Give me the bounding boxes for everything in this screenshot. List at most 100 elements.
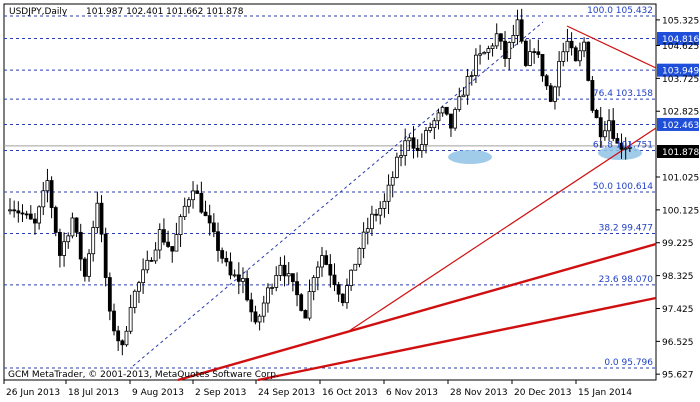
y-tick-label: 104.625 <box>662 42 699 52</box>
level-label: 104.816 <box>662 35 699 45</box>
candle <box>353 263 358 271</box>
candle <box>286 262 291 285</box>
candle <box>162 218 166 246</box>
candle <box>482 51 487 55</box>
candle <box>336 281 341 302</box>
candle <box>211 213 216 238</box>
candle <box>166 230 170 248</box>
level-box <box>657 32 699 46</box>
candle <box>540 54 545 82</box>
level-box <box>657 117 699 131</box>
resistance-trend-line <box>566 25 657 69</box>
candle <box>49 176 54 219</box>
candle <box>232 269 237 278</box>
candle <box>137 280 141 304</box>
candle <box>349 269 354 291</box>
candle <box>78 223 83 271</box>
candle <box>207 204 212 236</box>
candle <box>507 41 512 71</box>
candle <box>107 272 112 321</box>
x-tick-label: 28 Nov 2013 <box>450 388 508 398</box>
x-tick-label: 2 Sep 2013 <box>195 388 246 398</box>
fib-labels: 100.0 105.432 76.4 103.158 61.8 101.751 50.… <box>587 6 653 368</box>
candle <box>311 274 316 301</box>
candle <box>16 201 21 223</box>
fib-label: 38.2 99.477 <box>599 224 653 234</box>
candle <box>523 39 528 68</box>
candle <box>53 205 58 237</box>
trend-lines <box>132 21 657 382</box>
candle <box>12 200 17 218</box>
candle <box>153 242 158 264</box>
candles <box>8 8 632 356</box>
x-tick-label: 24 Sep 2013 <box>258 388 315 398</box>
candle <box>62 232 66 267</box>
candle <box>569 32 574 56</box>
candle <box>170 246 175 263</box>
candle <box>99 195 104 243</box>
candle <box>394 152 399 179</box>
candle <box>241 267 245 294</box>
candle <box>432 117 437 140</box>
y-tick-label: 100.125 <box>662 206 699 216</box>
level-box <box>657 63 699 77</box>
candle <box>494 23 499 49</box>
candle <box>436 108 441 130</box>
candle <box>586 41 591 82</box>
candle <box>103 227 108 287</box>
y-tick-label: 98.325 <box>662 272 694 282</box>
y-tick-label: 105.325 <box>662 16 699 26</box>
x-tick-label: 26 Jun 2013 <box>6 388 60 398</box>
candle <box>33 213 37 235</box>
y-tick-label: 103.725 <box>662 75 699 85</box>
candle <box>41 181 46 216</box>
y-tick-label: 95.627 <box>662 371 694 381</box>
candle <box>178 214 183 247</box>
fib-label: 23.6 98.070 <box>599 275 654 285</box>
candle <box>45 168 50 203</box>
y-tick-label: 97.425 <box>662 305 694 315</box>
candle <box>253 305 258 325</box>
candle <box>361 222 366 259</box>
fib-label: 61.8 101.751 <box>593 140 653 150</box>
candle <box>619 133 624 159</box>
candle <box>536 39 541 58</box>
x-tick-label: 18 Jul 2013 <box>68 388 119 398</box>
current-price-label: 101.878 <box>662 148 699 158</box>
candle <box>370 205 374 236</box>
candle <box>220 247 225 264</box>
candle <box>58 228 62 268</box>
candle <box>261 295 266 323</box>
candle <box>320 246 324 277</box>
candle <box>553 85 557 110</box>
candle <box>174 222 179 252</box>
level-label: 102.463 <box>662 121 699 131</box>
candle <box>345 278 349 309</box>
candle <box>594 108 599 119</box>
candle <box>365 217 370 245</box>
candle <box>303 309 308 319</box>
candle <box>145 250 150 274</box>
time-axis: 26 Jun 2013 18 Jul 2013 9 Aug 2013 2 Sep 20… <box>3 380 632 398</box>
candle <box>282 255 287 287</box>
candle <box>449 113 453 137</box>
candle <box>440 105 445 117</box>
fib-level-lines <box>4 15 656 369</box>
candle <box>95 191 100 234</box>
candle <box>602 120 607 141</box>
x-tick-label: 15 Jan 2014 <box>578 388 632 398</box>
candle <box>245 270 250 302</box>
candle <box>332 263 337 292</box>
ohlc-header: 101.987 102.401 101.662 101.878 <box>86 7 244 17</box>
candle <box>315 261 320 291</box>
candle <box>228 252 233 280</box>
candle <box>607 109 611 141</box>
fib-label: 0.0 95.796 <box>604 358 653 368</box>
fib-label: 50.0 100.614 <box>593 182 653 192</box>
candle <box>70 212 75 239</box>
candle <box>149 257 154 262</box>
candle <box>598 106 603 148</box>
candle <box>623 137 628 160</box>
watermark: GCM MetaTrader, © 2001-2013, MetaQuotes … <box>8 370 279 380</box>
candle <box>8 198 12 215</box>
